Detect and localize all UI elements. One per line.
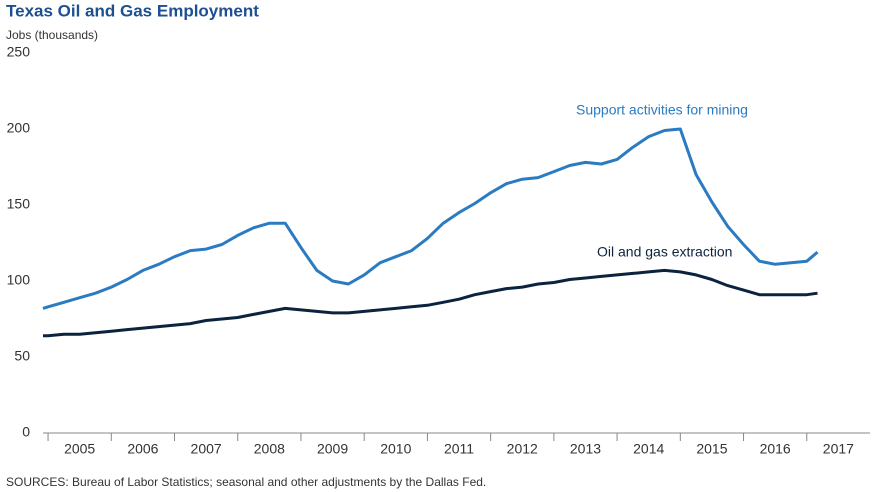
x-tick-label: 2009 (317, 441, 348, 457)
y-tick-label: 100 (7, 272, 31, 288)
x-tick-label: 2013 (570, 441, 601, 457)
y-tick-label: 50 (14, 348, 30, 364)
x-tick-label: 2007 (191, 441, 222, 457)
y-tick-label: 150 (7, 196, 31, 212)
x-tick-label: 2014 (633, 441, 664, 457)
x-tick-label: 2012 (507, 441, 538, 457)
series-label: Oil and gas extraction (597, 244, 732, 260)
series-label: Support activities for mining (576, 102, 748, 118)
x-tick-label: 2008 (254, 441, 285, 457)
x-tick-label: 2011 (444, 441, 474, 457)
x-tick-label: 2017 (823, 441, 854, 457)
x-tick-label: 2015 (696, 441, 727, 457)
source-note: SOURCES: Bureau of Labor Statistics; sea… (6, 475, 486, 489)
x-tick-label: 2016 (760, 441, 791, 457)
y-tick-label: 200 (7, 120, 31, 136)
series-line (43, 268, 818, 338)
y-tick-label: 0 (22, 424, 30, 440)
x-tick-label: 2010 (380, 441, 411, 457)
x-tick-label: 2005 (64, 441, 95, 457)
chart-title: Texas Oil and Gas Employment (6, 1, 259, 20)
series-line (42, 127, 819, 310)
x-tick-label: 2006 (127, 441, 158, 457)
y-axis-label: Jobs (thousands) (6, 28, 98, 42)
y-tick-label: 250 (7, 44, 31, 60)
